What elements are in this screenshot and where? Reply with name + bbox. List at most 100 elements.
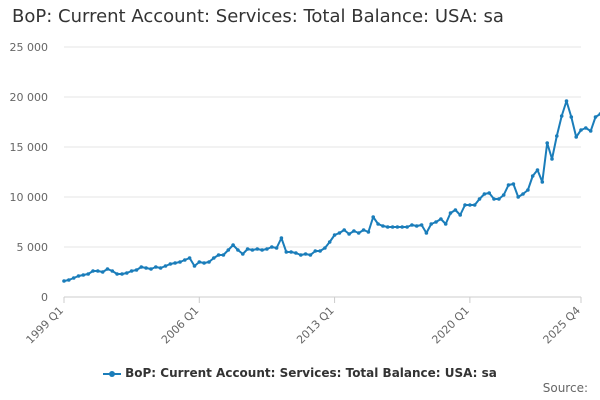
x-tick-label: 1999 Q1 (24, 304, 67, 347)
data-point (149, 267, 153, 271)
data-point (410, 223, 414, 227)
data-point (294, 251, 298, 255)
data-point (158, 266, 163, 270)
data-point (289, 250, 293, 254)
y-tick-label: 10 000 (10, 191, 49, 204)
data-point (221, 253, 226, 257)
data-point (366, 230, 371, 234)
data-point (521, 192, 525, 196)
data-point (506, 183, 511, 187)
data-point (555, 134, 559, 138)
data-point (439, 217, 443, 221)
data-point (458, 213, 463, 217)
data-point (313, 249, 318, 253)
data-point (270, 245, 274, 249)
data-point (443, 222, 448, 226)
data-point (250, 248, 255, 252)
data-point (419, 223, 424, 227)
y-axis: 0 5 000 10 000 15 000 20 000 25 000 (10, 41, 49, 304)
y-tick-label: 5 000 (17, 241, 49, 254)
data-point (327, 240, 332, 244)
data-point (187, 256, 192, 260)
data-point (361, 228, 366, 232)
data-point (308, 253, 313, 257)
data-point (482, 192, 487, 196)
series-line (63, 100, 600, 282)
data-point (540, 180, 545, 184)
data-point (144, 266, 148, 270)
series-group (62, 99, 600, 283)
data-point (497, 197, 501, 201)
data-point (395, 225, 400, 229)
data-point (352, 229, 356, 233)
data-point (318, 249, 322, 253)
data-point (511, 182, 516, 186)
data-point (584, 126, 588, 130)
data-point (226, 248, 231, 252)
data-point (183, 258, 187, 262)
x-tick-label: 2025 Q4 (541, 304, 584, 347)
x-tick-label: 2006 Q1 (159, 304, 202, 347)
x-axis: 1999 Q1 2006 Q1 2013 Q1 2020 Q1 2025 Q4 (24, 297, 584, 347)
data-point (468, 203, 472, 207)
data-point (593, 115, 598, 119)
data-point (588, 129, 593, 133)
data-point (279, 236, 284, 240)
data-point (501, 193, 506, 197)
data-point (574, 135, 578, 139)
data-point (260, 248, 264, 252)
legend[interactable]: BoP: Current Account: Services: Total Ba… (0, 366, 600, 380)
x-tick-label: 2013 Q1 (294, 304, 337, 347)
data-point (371, 215, 376, 219)
data-point (492, 197, 496, 201)
data-point (236, 248, 240, 252)
data-point (516, 195, 520, 199)
data-point (545, 141, 549, 145)
data-point (564, 99, 569, 103)
data-point (303, 252, 308, 256)
data-point (448, 211, 453, 215)
data-point (274, 246, 279, 250)
data-point (115, 272, 119, 276)
data-point (163, 264, 168, 268)
data-point (71, 276, 76, 280)
data-point (67, 278, 71, 282)
data-point (477, 197, 482, 201)
data-point (129, 269, 134, 273)
data-point (299, 253, 303, 257)
legend-label: BoP: Current Account: Services: Total Ba… (125, 366, 497, 380)
data-point (530, 174, 535, 178)
data-point (342, 228, 347, 232)
data-point (96, 269, 100, 273)
data-point (81, 273, 86, 277)
gridlines (64, 46, 581, 298)
y-tick-label: 0 (41, 291, 48, 304)
data-point (579, 128, 583, 132)
data-point (105, 267, 110, 271)
data-point (472, 203, 477, 207)
data-point (463, 203, 467, 207)
y-tick-label: 20 000 (10, 91, 49, 104)
data-point (385, 225, 390, 229)
data-point (284, 250, 289, 254)
source-label: Source: (542, 381, 588, 395)
data-point (526, 188, 530, 192)
data-point (197, 260, 202, 264)
data-point (207, 260, 211, 264)
data-point (535, 168, 540, 172)
chart-title: BoP: Current Account: Services: Total Ba… (12, 6, 504, 27)
y-tick-label: 25 000 (10, 41, 49, 54)
data-point (332, 233, 337, 237)
data-point (255, 247, 260, 251)
data-point (347, 232, 351, 236)
x-tick-label: 2020 Q1 (429, 304, 472, 347)
legend-line-marker-icon (103, 369, 122, 379)
data-point (192, 264, 197, 268)
data-point (241, 252, 245, 256)
data-point (569, 115, 574, 119)
data-point (487, 191, 492, 195)
data-point (212, 256, 216, 260)
data-point (414, 224, 419, 228)
data-point (168, 262, 173, 266)
